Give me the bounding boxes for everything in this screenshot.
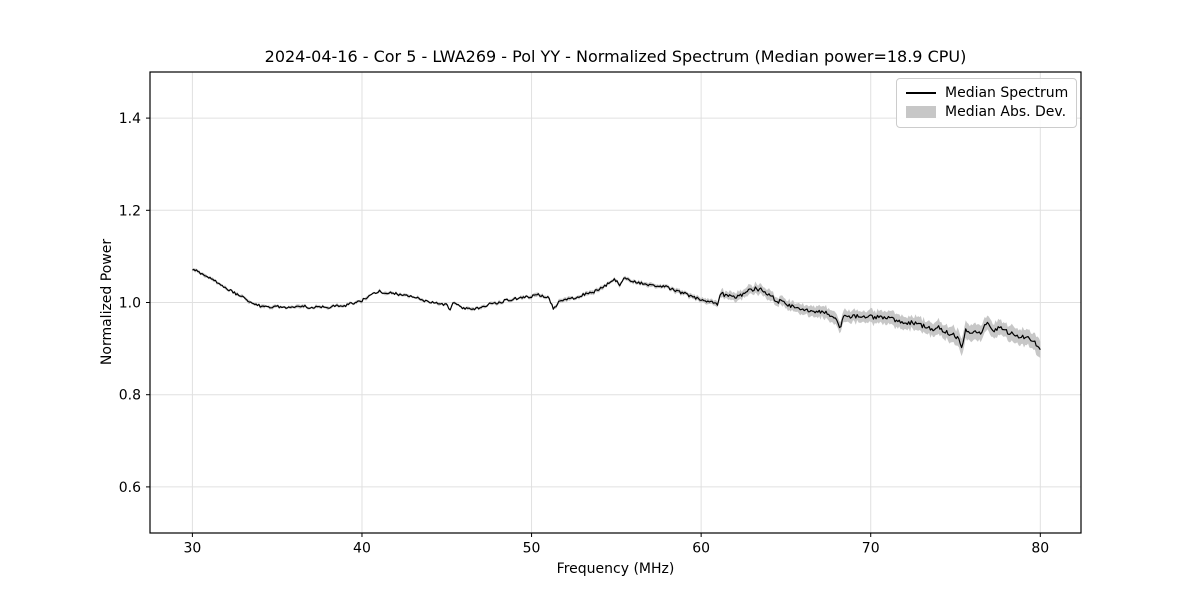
legend-entry-median-spectrum: Median Spectrum: [906, 85, 1069, 102]
y-tick-label: 1.2: [119, 203, 141, 219]
x-tick-label: 60: [692, 541, 710, 557]
y-tick-label: 0.6: [119, 480, 141, 496]
y-axis-label: Normalized Power: [99, 238, 115, 366]
legend-entry-median-abs-dev: Median Abs. Dev.: [906, 104, 1067, 121]
x-tick-label: 30: [183, 541, 201, 557]
legend-label-median-spectrum: Median Spectrum: [945, 85, 1069, 102]
y-tick-label: 0.8: [119, 388, 141, 404]
x-tick-label: 50: [523, 541, 541, 557]
chart-title: 2024-04-16 - Cor 5 - LWA269 - Pol YY - N…: [264, 47, 967, 66]
legend-patch-swatch: [906, 106, 936, 119]
x-tick-label: 80: [1031, 541, 1049, 557]
x-tick-label: 70: [862, 541, 880, 557]
y-tick-label: 1.4: [119, 111, 141, 127]
legend-line-swatch: [906, 92, 936, 95]
legend-label-median-abs-dev: Median Abs. Dev.: [945, 104, 1067, 121]
legend: Median Spectrum Median Abs. Dev.: [896, 78, 1077, 128]
x-axis-label: Frequency (MHz): [556, 561, 675, 577]
y-tick-label: 1.0: [119, 296, 141, 312]
x-tick-label: 40: [353, 541, 371, 557]
